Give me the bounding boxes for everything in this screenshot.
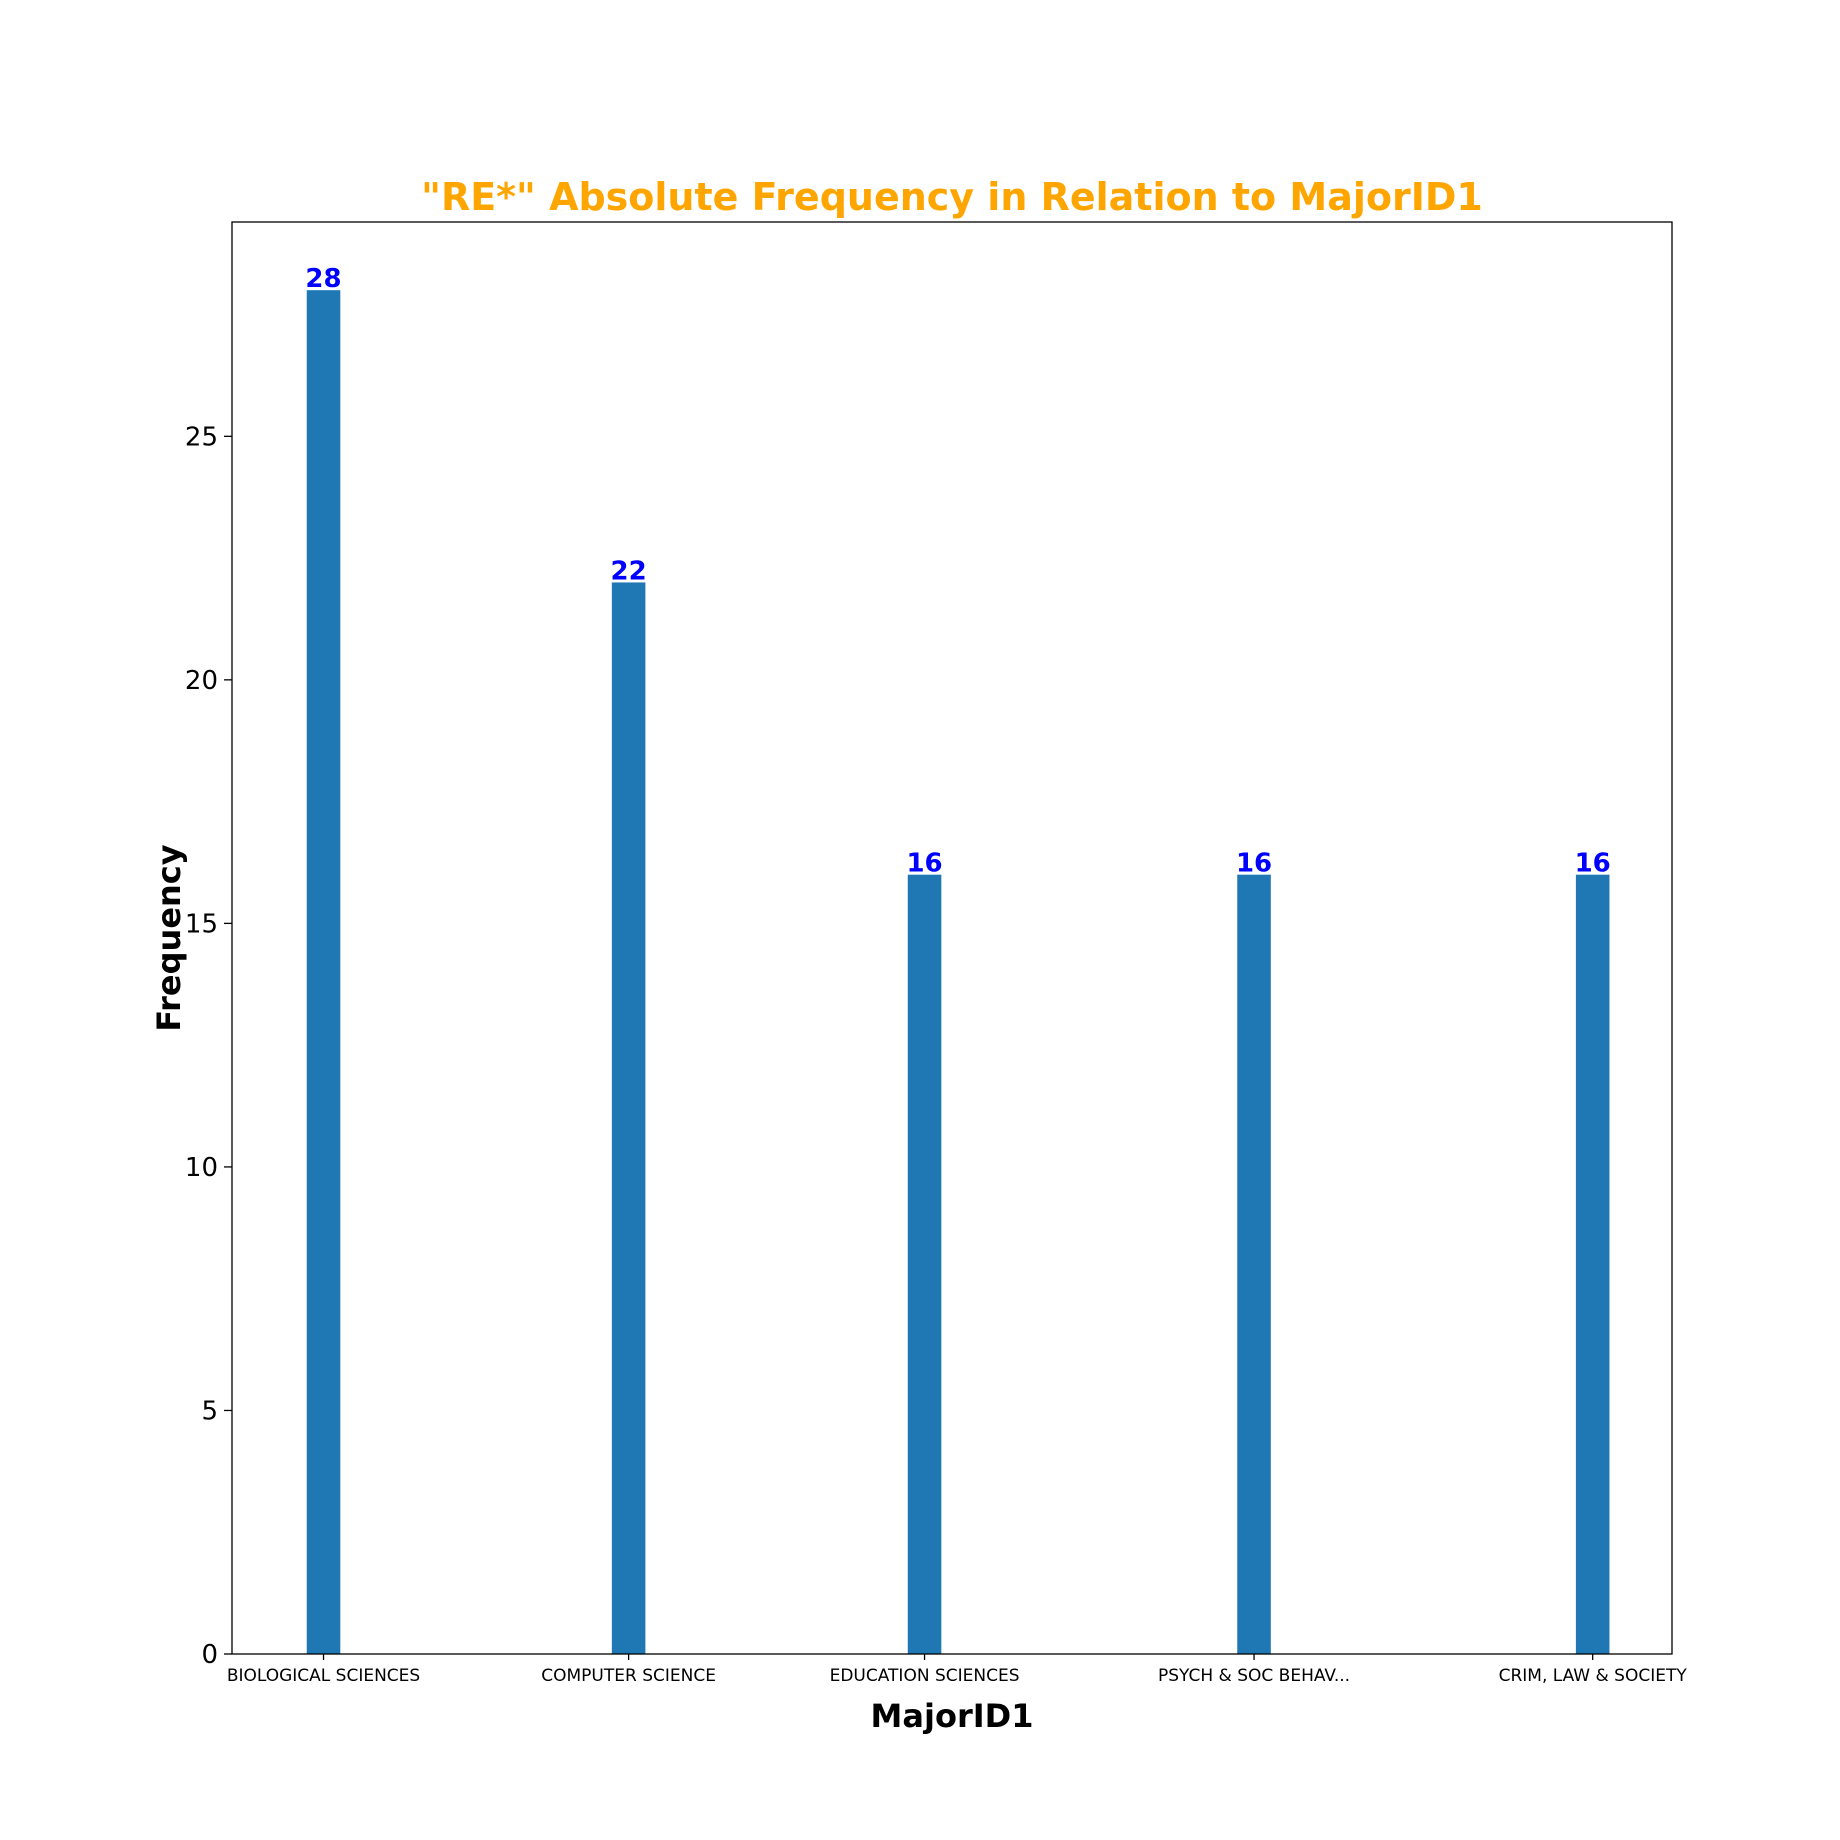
bar xyxy=(306,290,341,1655)
bar xyxy=(611,582,646,1655)
y-axis-title: Frequency xyxy=(150,844,188,1031)
bar-value-label: 16 xyxy=(1236,849,1272,879)
x-tick-label: PSYCH & SOC BEHAV... xyxy=(1158,1666,1350,1686)
bar-value-label: 16 xyxy=(1575,849,1611,879)
chart-title: "RE*" Absolute Frequency in Relation to … xyxy=(421,175,1483,219)
y-tick-label: 15 xyxy=(185,909,218,939)
bar-value-label: 16 xyxy=(906,849,942,879)
y-tick-label: 0 xyxy=(201,1640,218,1670)
bar xyxy=(1237,874,1271,1654)
y-tick-label: 5 xyxy=(201,1396,218,1426)
bar-value-label: 28 xyxy=(305,264,341,294)
x-tick-label: BIOLOGICAL SCIENCES xyxy=(227,1666,420,1686)
x-axis-ticks: BIOLOGICAL SCIENCES COMPUTER SCIENCE EDUCA… xyxy=(227,1654,1688,1686)
y-axis-ticks: 0 5 10 15 20 25 xyxy=(185,422,232,1670)
bar-value-label: 22 xyxy=(611,556,647,586)
x-tick-label: CRIM, LAW & SOCIETY xyxy=(1499,1666,1688,1686)
y-tick-label: 20 xyxy=(185,666,218,696)
x-axis-title: MajorID1 xyxy=(871,1697,1034,1735)
x-tick-label: COMPUTER SCIENCE xyxy=(541,1666,716,1686)
bars-layer xyxy=(306,290,1610,1655)
plot-frame xyxy=(231,221,1673,1655)
bar xyxy=(1575,874,1610,1654)
bar xyxy=(907,874,942,1654)
data-labels: 28 22 16 16 16 xyxy=(305,264,1610,878)
y-tick-label: 25 xyxy=(185,422,218,452)
y-tick-label: 10 xyxy=(185,1153,218,1183)
x-tick-label: EDUCATION SCIENCES xyxy=(830,1666,1020,1686)
